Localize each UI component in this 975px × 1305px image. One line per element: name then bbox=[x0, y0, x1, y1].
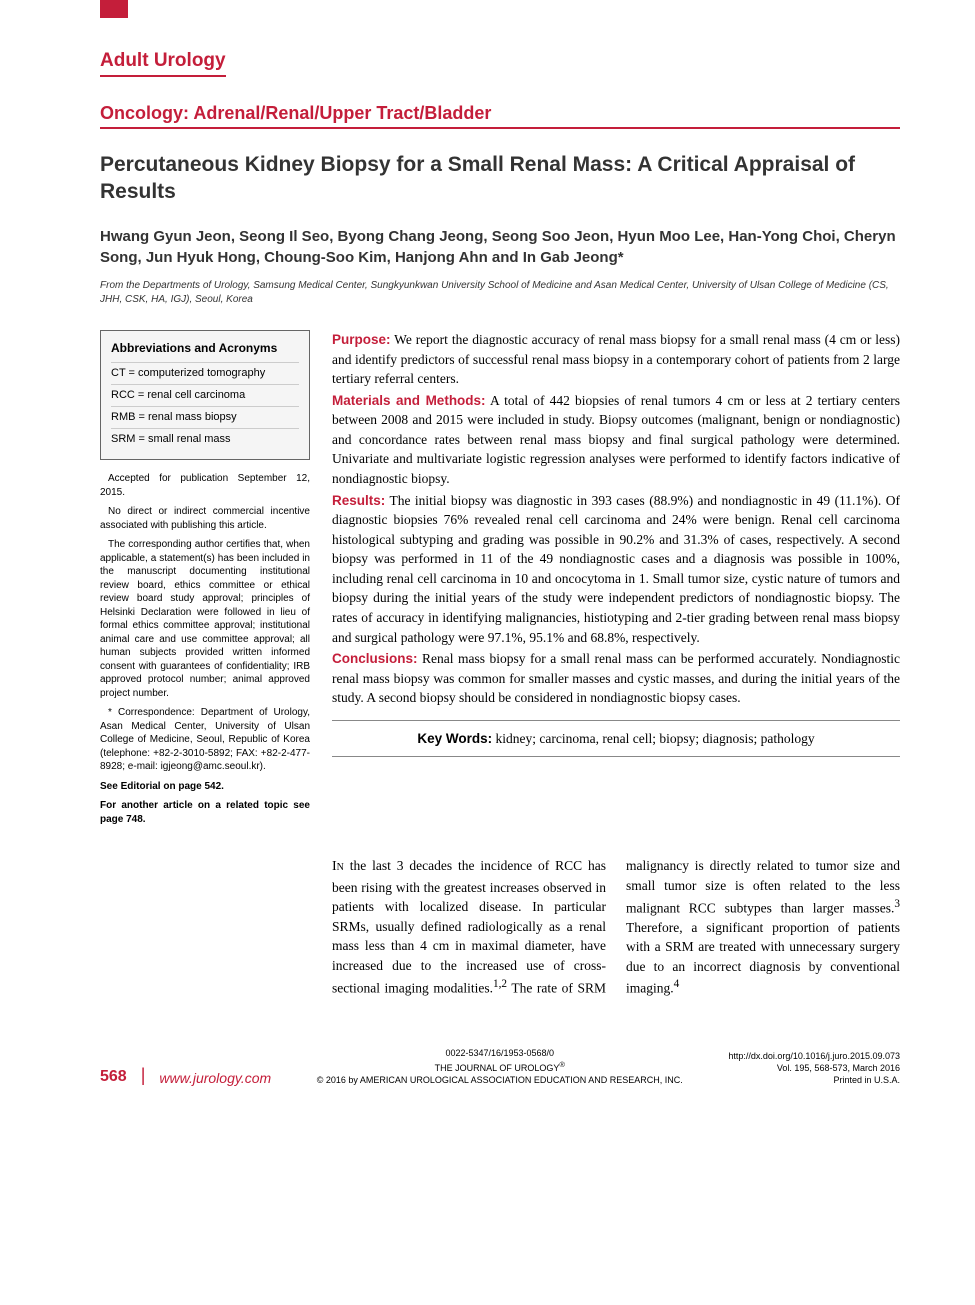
body-col2: Therefore, a significant proportion of p… bbox=[626, 920, 900, 996]
citation-sup: 4 bbox=[674, 978, 680, 990]
citation-sup: 3 bbox=[894, 898, 900, 910]
authors-list: Hwang Gyun Jeon, Seong Il Seo, Byong Cha… bbox=[100, 226, 900, 270]
keywords: Key Words: kidney; carcinoma, renal cell… bbox=[332, 720, 900, 758]
journal-url: www.jurology.com bbox=[159, 1070, 271, 1086]
abstract-purpose: Purpose: We report the diagnostic accura… bbox=[332, 330, 900, 389]
section-label: Adult Urology bbox=[100, 50, 226, 77]
copyright: © 2016 by AMERICAN UROLOGICAL ASSOCIATIO… bbox=[281, 1075, 718, 1087]
editorial-ref: See Editorial on page 542. bbox=[100, 780, 310, 794]
sidebar: Abbreviations and Acronyms CT = computer… bbox=[100, 330, 310, 832]
vol-info: Vol. 195, 568-573, March 2016 bbox=[728, 1063, 900, 1075]
keywords-label: Key Words: bbox=[417, 731, 492, 746]
conclusions-text: Renal mass biopsy for a small renal mass… bbox=[332, 651, 900, 705]
abbrev-row: CT = computerized tomography bbox=[111, 362, 299, 384]
accepted-note: Accepted for publication September 12, 2… bbox=[100, 472, 310, 499]
abstract: Purpose: We report the diagnostic accura… bbox=[332, 330, 900, 832]
body-col1: the last 3 decades the incidence of RCC … bbox=[332, 858, 606, 995]
article-title: Percutaneous Kidney Biopsy for a Small R… bbox=[100, 151, 900, 206]
purpose-text: We report the diagnostic accuracy of ren… bbox=[332, 332, 900, 386]
reg-mark: ® bbox=[559, 1060, 565, 1069]
abbrev-row: RMB = renal mass biopsy bbox=[111, 406, 299, 428]
page-number: 568 bbox=[100, 1068, 127, 1086]
page-footer: 568 | www.jurology.com 0022-5347/16/1953… bbox=[100, 1048, 900, 1086]
affiliation: From the Departments of Urology, Samsung… bbox=[100, 279, 900, 306]
abbreviations-title: Abbreviations and Acronyms bbox=[111, 341, 299, 356]
results-text: The initial biopsy was diagnostic in 393… bbox=[332, 493, 900, 645]
issn: 0022-5347/16/1953-0568/0 bbox=[281, 1048, 718, 1060]
footer-center: 0022-5347/16/1953-0568/0 THE JOURNAL OF … bbox=[281, 1048, 718, 1086]
subsection-label: Oncology: Adrenal/Renal/Upper Tract/Blad… bbox=[100, 103, 900, 129]
related-ref: For another article on a related topic s… bbox=[100, 799, 310, 826]
journal-name: THE JOURNAL OF UROLOGY bbox=[435, 1063, 560, 1073]
abstract-conclusions: Conclusions: Renal mass biopsy for a sma… bbox=[332, 649, 900, 708]
keywords-text: kidney; carcinoma, renal cell; biopsy; d… bbox=[492, 731, 814, 746]
incentive-note: No direct or indirect commercial incenti… bbox=[100, 505, 310, 532]
body-text: In the last 3 decades the incidence of R… bbox=[332, 856, 900, 998]
body-lead: In bbox=[332, 859, 344, 874]
abstract-results: Results: The initial biopsy was diagnost… bbox=[332, 491, 900, 648]
citation-sup: 1,2 bbox=[493, 978, 507, 990]
methods-label: Materials and Methods: bbox=[332, 393, 486, 408]
footer-divider: | bbox=[137, 1065, 150, 1086]
abbrev-row: SRM = small renal mass bbox=[111, 428, 299, 450]
doi: http://dx.doi.org/10.1016/j.juro.2015.09… bbox=[728, 1051, 900, 1063]
purpose-label: Purpose: bbox=[332, 332, 391, 347]
abbreviations-box: Abbreviations and Acronyms CT = computer… bbox=[100, 330, 310, 460]
correspondence-note: * Correspondence: Department of Urology,… bbox=[100, 706, 310, 774]
abbrev-row: RCC = renal cell carcinoma bbox=[111, 384, 299, 406]
conclusions-label: Conclusions: bbox=[332, 651, 418, 666]
abstract-methods: Materials and Methods: A total of 442 bi… bbox=[332, 391, 900, 489]
printed-in: Printed in U.S.A. bbox=[728, 1075, 900, 1087]
footer-right: http://dx.doi.org/10.1016/j.juro.2015.09… bbox=[728, 1051, 900, 1086]
corner-accent-mark bbox=[100, 0, 128, 18]
results-label: Results: bbox=[332, 493, 385, 508]
ethics-note: The corresponding author certifies that,… bbox=[100, 538, 310, 700]
